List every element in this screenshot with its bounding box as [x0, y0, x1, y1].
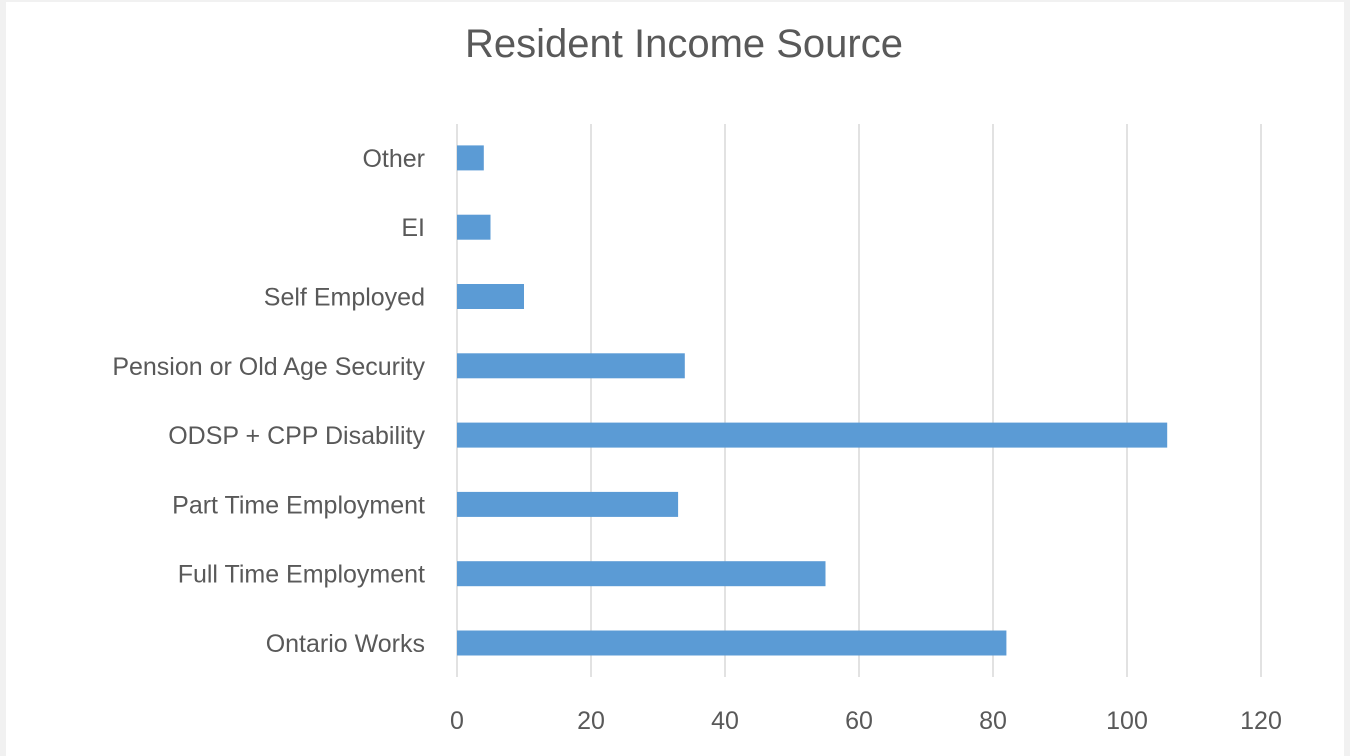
bar-ontario-works — [457, 630, 1007, 656]
category-label: Full Time Employment — [178, 561, 425, 589]
category-label: Part Time Employment — [172, 491, 425, 519]
x-tick-label: 60 — [845, 707, 873, 735]
bar-odsp-cpp-disability — [457, 422, 1168, 448]
bar-self-employed — [457, 284, 524, 309]
category-label: EI — [401, 214, 425, 242]
bar-full-time-employment — [457, 561, 826, 587]
bar-other — [457, 145, 484, 171]
x-tick-label: 40 — [711, 707, 739, 735]
chart-title: Resident Income Source — [464, 22, 903, 66]
x-tick-label: 100 — [1106, 707, 1148, 735]
category-label: Ontario Works — [266, 630, 425, 658]
bar-part-time-employment — [457, 491, 679, 517]
chart-area — [6, 2, 1344, 756]
x-tick-label: 80 — [979, 707, 1007, 735]
x-tick-label: 120 — [1240, 707, 1282, 735]
x-tick-label: 20 — [577, 707, 605, 735]
category-label: ODSP + CPP Disability — [168, 422, 425, 450]
category-label: Pension or Old Age Security — [112, 353, 425, 381]
bar-ei — [457, 214, 491, 240]
x-tick-label: 0 — [450, 707, 464, 735]
category-label: Self Employed — [264, 284, 425, 312]
bar-pension-or-old-age-security — [457, 353, 685, 379]
category-label: Other — [362, 145, 425, 173]
